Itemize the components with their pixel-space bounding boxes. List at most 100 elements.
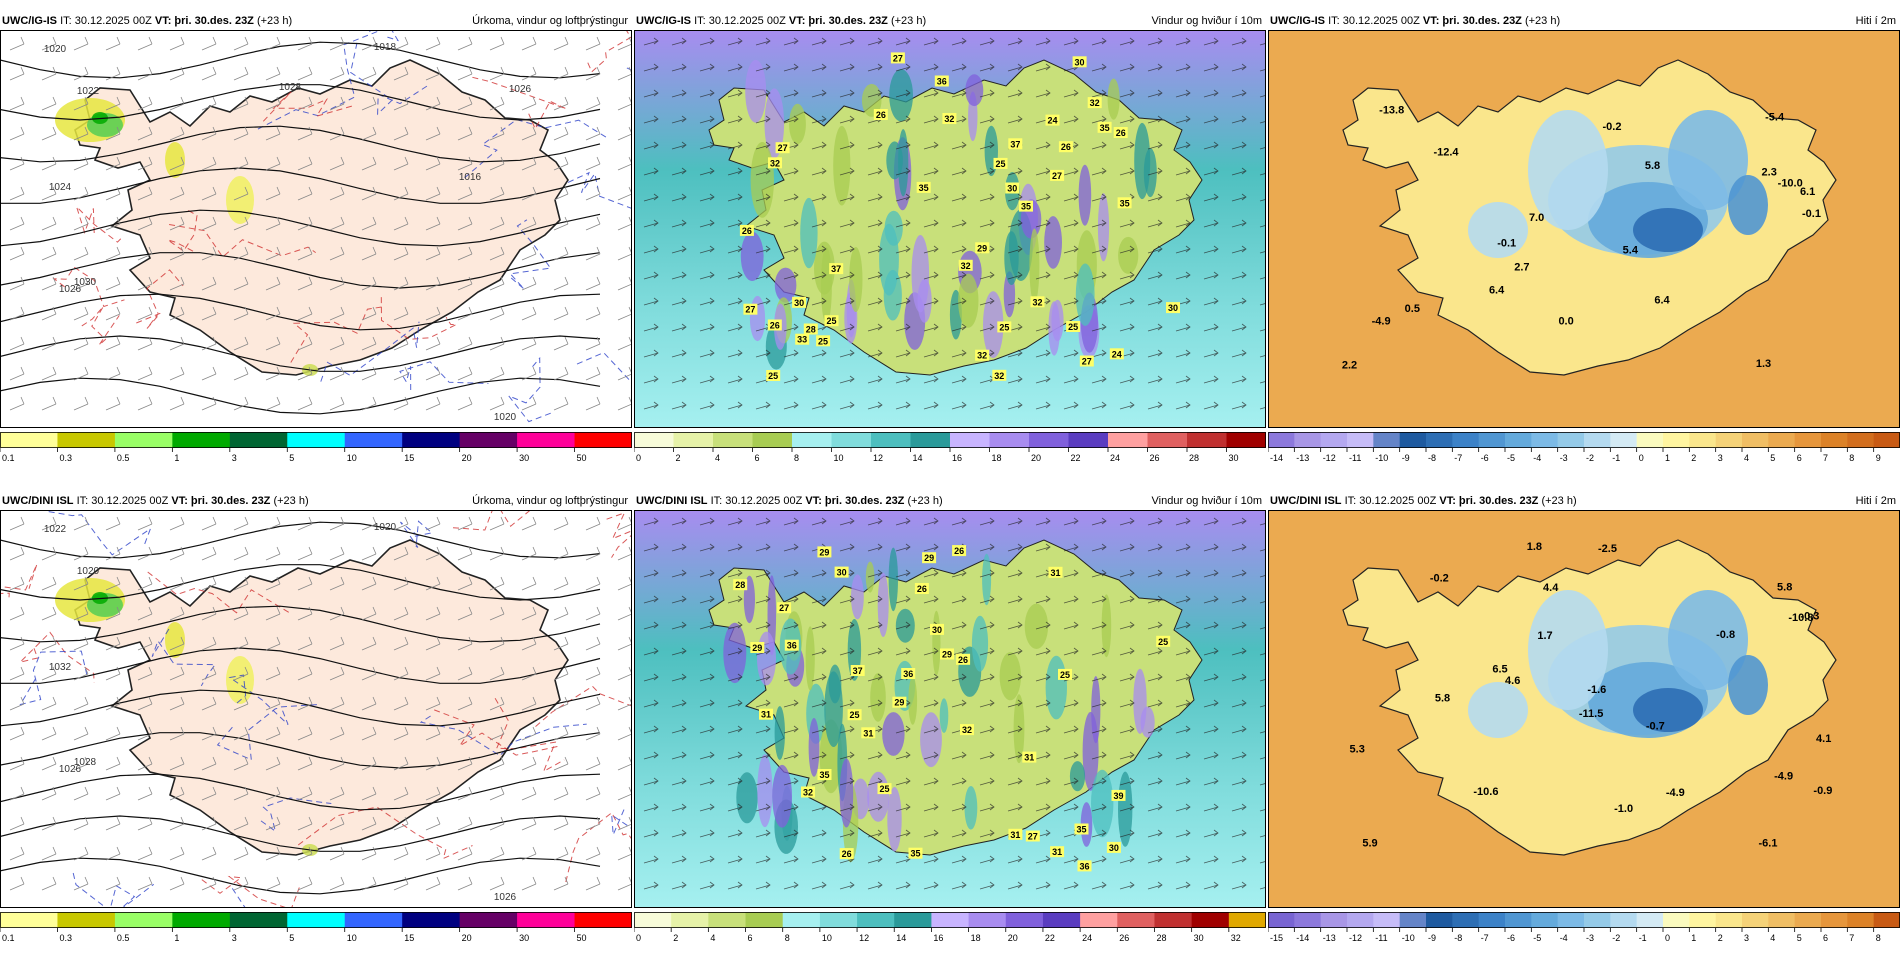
wind-arrow	[1203, 725, 1219, 734]
wind-arrow	[839, 349, 855, 358]
wind-barb	[393, 516, 409, 531]
wind-arrow	[1091, 297, 1107, 306]
wind-barb	[265, 876, 281, 891]
wind-arrow	[643, 193, 659, 202]
colorbar-swatch	[1505, 912, 1532, 928]
init-time: IT: 30.12.2025 00Z	[694, 15, 786, 27]
valid-time-label: VT:	[805, 495, 822, 507]
wind-barb	[521, 876, 537, 891]
isotherm-line	[262, 91, 356, 122]
wind-streak	[736, 772, 758, 824]
colorbar-tick-label: 9	[1876, 453, 1881, 463]
isotherm-line	[368, 30, 399, 42]
wind-arrow	[1007, 167, 1023, 176]
gust-label-box	[1058, 141, 1073, 153]
wind-barb	[73, 96, 89, 111]
map-label: 26	[1061, 142, 1071, 152]
wind-barb	[553, 396, 569, 411]
colorbar-tick-label: -8	[1428, 453, 1436, 463]
wind-arrow	[671, 647, 687, 656]
wind-map[interactable]: 32 32 28 24 25 25 32 30 35 35 32 32 25 26 29 26 30 25 25 26…	[634, 30, 1266, 428]
wind-arrow	[1091, 595, 1107, 604]
precip-map[interactable]: 1022 1020 1020 1032 1026 1026 1028	[0, 510, 632, 908]
map-label: -0.7	[1646, 720, 1665, 732]
wind-arrow	[643, 89, 659, 98]
wind-barb	[201, 726, 217, 741]
wind-barb	[585, 726, 601, 741]
wind-barbs	[9, 516, 632, 891]
wind-arrow	[895, 297, 911, 306]
wind-barb	[201, 306, 217, 321]
wind-arrow	[1203, 517, 1219, 526]
wind-arrow	[1147, 245, 1163, 254]
wind-arrow	[671, 63, 687, 72]
colorbar-swatch	[1531, 432, 1559, 448]
wind-arrow	[1147, 271, 1163, 280]
map-label: 35	[1021, 202, 1031, 212]
gust-label-box	[1077, 860, 1092, 872]
wind-arrow	[643, 141, 659, 150]
wind-arrow	[951, 517, 967, 526]
colorbar-tick-label: -12	[1349, 933, 1362, 943]
wind-arrow	[1175, 401, 1191, 410]
map-frame	[634, 510, 1266, 908]
wind-arrow	[699, 647, 715, 656]
temp-map-svg: -0.1-0.20.06.46.42.3-5.47.0-4.92.20.52.7…	[1268, 30, 1900, 428]
wind-arrow	[755, 569, 771, 578]
gust-label-box	[1074, 823, 1089, 835]
map-label: 32	[1032, 297, 1042, 307]
wind-barb	[489, 186, 505, 201]
wind-arrow	[1231, 777, 1247, 786]
colorbar-tick-label: 6	[1823, 933, 1828, 943]
colorbar-tick-label: -10	[1375, 453, 1388, 463]
map-label: 0.0	[1558, 315, 1573, 327]
wind-arrow	[1175, 673, 1191, 682]
lead-time: (+23 h)	[890, 15, 927, 27]
wind-arrow	[699, 167, 715, 176]
wind-barb	[425, 606, 441, 621]
colorbar-swatch	[910, 432, 951, 448]
wind-streak	[1029, 228, 1040, 303]
isotherm-line	[419, 715, 587, 757]
wind-arrow	[951, 855, 967, 864]
colorbar-swatch	[114, 432, 173, 448]
wind-arrow	[1119, 699, 1135, 708]
wind-barb	[393, 756, 409, 771]
wind-arrow	[1259, 42, 1266, 46]
temp-map[interactable]: -0.1 -0.2 0.0 6.4 6.4 2.3 -5.4 7.0 -4.9 2.2 0.5 2.7…	[1268, 30, 1900, 428]
temp-map[interactable]: -0.7 -0.3 5.8 -6.1 5.9 1.8 -0.9 -0.8 -4.9 6.5 -1.6…	[1268, 510, 1900, 908]
wind-arrow	[1035, 595, 1051, 604]
wind-streak	[887, 787, 902, 852]
panel-temp-dini: UWC/DINI ISL IT: 30.12.2025 00Z VT: þri.…	[1268, 494, 1900, 964]
wind-arrow	[811, 271, 827, 280]
wind-arrow	[979, 621, 995, 630]
wind-streak	[932, 610, 941, 676]
wind-arrow	[1147, 323, 1163, 332]
wind-arrow	[1259, 704, 1266, 708]
map-label: 1020	[77, 566, 100, 577]
wind-map[interactable]: 32 31 32 31 30 29 35 36 35 26 26 30 31 31 26 29 30 29 35 36…	[634, 510, 1266, 908]
wind-barb	[553, 876, 569, 891]
wind-barb	[41, 876, 57, 891]
wind-barb	[9, 246, 25, 261]
wind-arrow	[1007, 349, 1023, 358]
precip-map[interactable]: 1020 1018 1022 1024 1026 1020 1030 1016 1028 1026	[0, 30, 632, 428]
wind-arrow	[1147, 699, 1163, 708]
map-label: 1016	[459, 172, 482, 183]
wind-arrow	[1203, 803, 1219, 812]
isotherm-line	[320, 321, 420, 382]
wind-arrow	[699, 803, 715, 812]
wind-arrow	[699, 699, 715, 708]
wind-arrow	[1231, 803, 1247, 812]
wind-arrow	[1119, 63, 1135, 72]
isobar-line	[0, 647, 601, 684]
wind-barb	[233, 516, 249, 531]
colorbar-swatch	[1689, 432, 1717, 448]
colorbar-tick-label: 8	[794, 453, 799, 463]
wind-arrow	[1203, 881, 1219, 890]
gust-label-box	[777, 602, 792, 614]
wind-streak	[939, 698, 949, 733]
wind-arrow	[979, 777, 995, 786]
wind-barb	[137, 96, 153, 111]
wind-streak	[800, 197, 818, 269]
